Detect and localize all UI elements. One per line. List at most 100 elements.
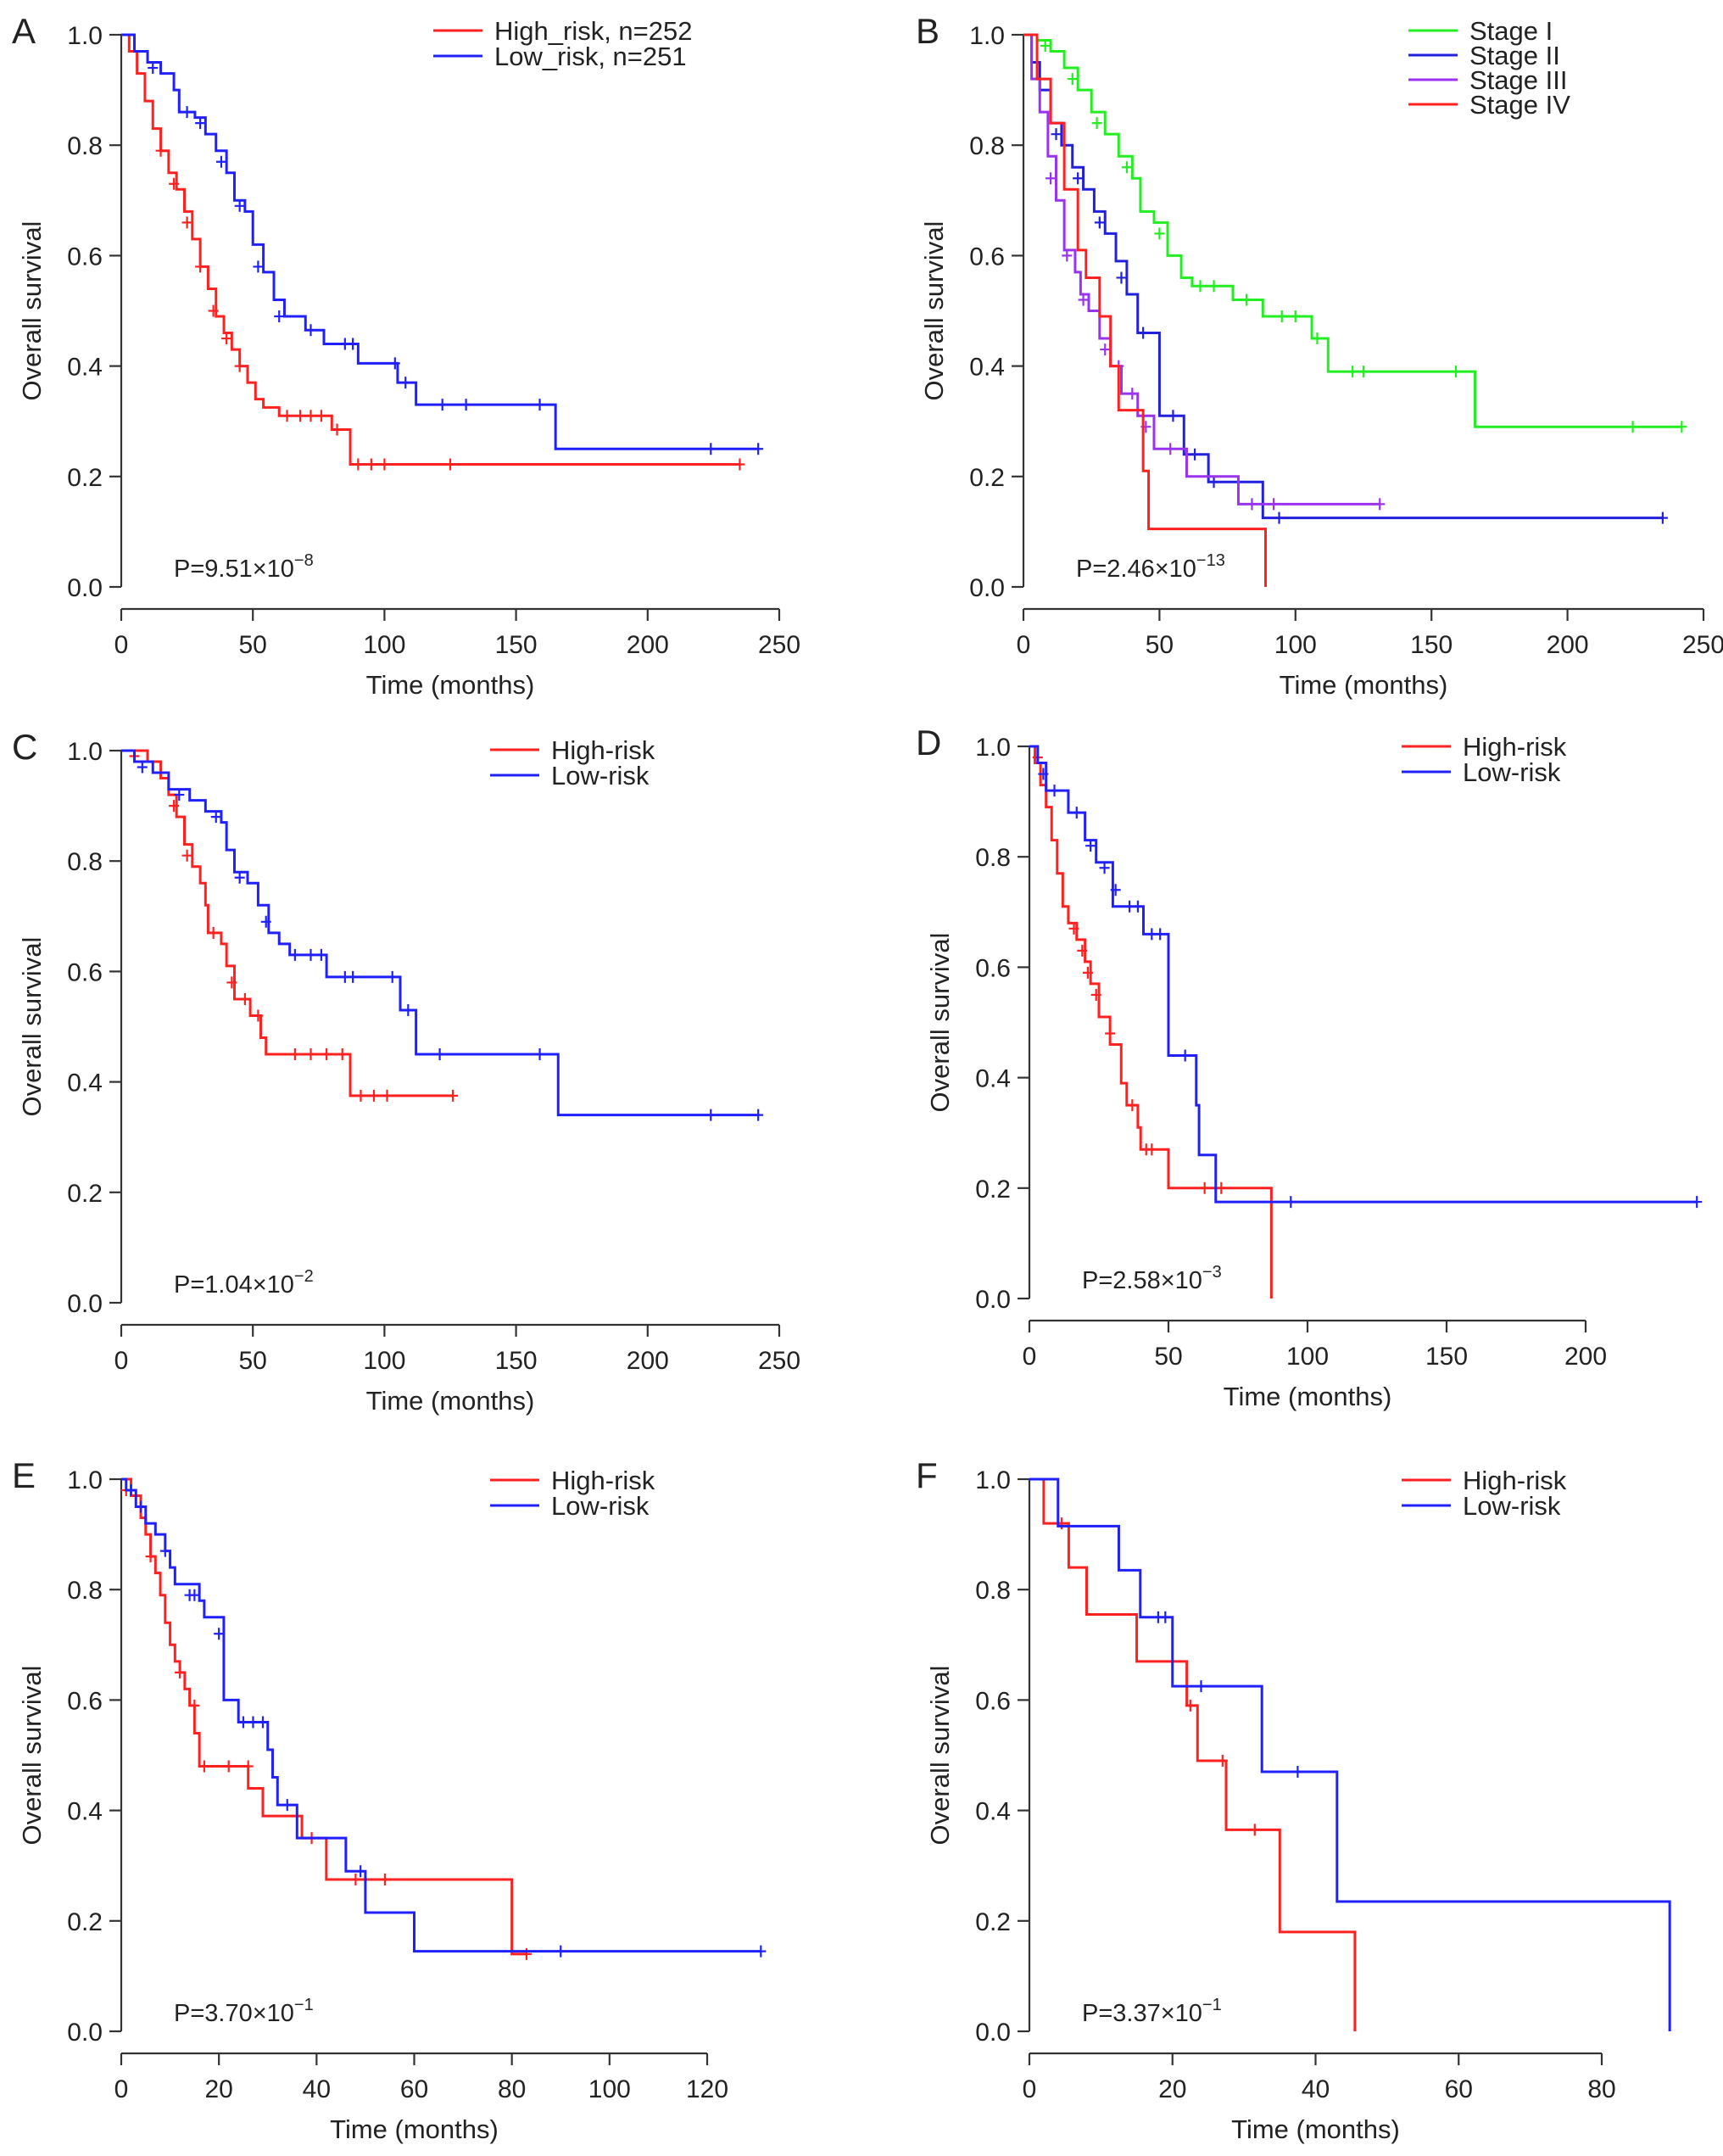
y-tick-label: 1.0 xyxy=(975,734,1011,762)
censor-mark xyxy=(1154,227,1165,240)
censor-mark xyxy=(734,458,745,471)
censor-mark xyxy=(1199,1181,1210,1194)
x-tick-label: 0 xyxy=(114,631,129,659)
x-axis-title: Time (months) xyxy=(330,2114,499,2144)
y-tick-label: 0.2 xyxy=(67,464,103,492)
legend-label: High-risk xyxy=(551,735,655,765)
y-tick-label: 0.2 xyxy=(975,1176,1011,1204)
censor-mark xyxy=(1049,785,1060,797)
x-tick-label: 40 xyxy=(1302,2075,1330,2103)
censor-mark xyxy=(1051,128,1062,141)
censor-mark xyxy=(239,992,250,1005)
legend-label: Stage III xyxy=(1469,65,1567,95)
censor-mark xyxy=(753,443,764,455)
censor-mark xyxy=(1071,807,1082,819)
censor-mark xyxy=(145,1550,156,1563)
x-tick-label: 50 xyxy=(239,631,267,659)
censor-mark xyxy=(534,399,545,411)
censor-mark xyxy=(1146,1143,1157,1156)
censor-mark xyxy=(1190,448,1201,461)
y-tick-label: 0.6 xyxy=(975,954,1011,982)
y-tick-label: 0.2 xyxy=(975,1908,1011,1936)
x-tick-label: 120 xyxy=(686,2075,728,2103)
y-axis-title: Overall survival xyxy=(919,221,949,401)
censor-mark xyxy=(1082,966,1093,979)
censor-mark xyxy=(159,1544,170,1557)
censor-mark xyxy=(382,1089,393,1102)
y-tick-label: 0.0 xyxy=(969,574,1005,602)
censor-mark xyxy=(1110,884,1121,896)
censor-mark xyxy=(1040,40,1051,53)
censor-mark xyxy=(1067,73,1078,86)
censor-mark xyxy=(1217,1755,1228,1768)
x-axis-title: Time (months) xyxy=(1280,670,1448,700)
x-tick-label: 100 xyxy=(363,631,405,659)
survival-curve-low-risk-n-251 xyxy=(121,33,759,450)
censor-mark xyxy=(1132,900,1143,913)
censor-mark xyxy=(195,260,206,273)
legend-label: Low-risk xyxy=(551,761,650,790)
panel-c: C 0.0 0.2 0.4 0.6 0.8 1.0 Overall survival 0 50 10… xyxy=(12,727,800,1416)
x-tick-label: 150 xyxy=(1425,1343,1468,1371)
censor-mark xyxy=(282,1799,293,1812)
y-axis-title: Overall survival xyxy=(17,937,47,1117)
x-tick-label: 60 xyxy=(400,2075,428,2103)
y-axis-title: Overall survival xyxy=(17,1666,47,1846)
y-tick-label: 0.8 xyxy=(975,1577,1011,1605)
censor-mark xyxy=(368,1089,379,1102)
y-tick-label: 0.6 xyxy=(975,1687,1011,1715)
y-tick-label: 0.2 xyxy=(67,1908,103,1936)
censor-mark xyxy=(1085,840,1096,852)
censor-mark xyxy=(181,849,192,862)
survival-curve-high-risk xyxy=(121,749,454,1098)
panel-letter: E xyxy=(12,1455,36,1495)
x-tick-label: 150 xyxy=(495,1347,538,1375)
censor-mark xyxy=(148,62,159,75)
y-tick-label: 1.0 xyxy=(969,22,1005,50)
censor-mark xyxy=(1292,1766,1303,1779)
y-tick-label: 1.0 xyxy=(67,738,103,766)
censor-mark xyxy=(1038,768,1049,780)
y-tick-label: 0.0 xyxy=(975,1286,1011,1314)
y-tick-label: 0.4 xyxy=(67,1070,103,1098)
legend-label: High-risk xyxy=(1463,1466,1567,1495)
censor-mark xyxy=(348,338,359,350)
y-tick-label: 0.6 xyxy=(969,243,1005,271)
censor-mark xyxy=(350,1873,361,1885)
x-tick-label: 100 xyxy=(363,1347,405,1375)
censor-mark xyxy=(1451,366,1462,378)
censor-mark xyxy=(1168,410,1179,422)
censor-mark xyxy=(348,970,359,983)
censor-mark xyxy=(174,789,185,802)
censor-mark xyxy=(753,1109,764,1121)
y-tick-label: 0.4 xyxy=(67,1798,103,1826)
x-axis-title: Time (months) xyxy=(366,670,535,700)
panel-letter: A xyxy=(12,11,36,51)
censor-mark xyxy=(1090,988,1101,1001)
x-tick-label: 100 xyxy=(588,2075,631,2103)
legend-label: Low-risk xyxy=(1463,757,1561,787)
censor-mark xyxy=(237,1716,248,1729)
y-tick-label: 0.0 xyxy=(67,2019,103,2047)
censor-mark xyxy=(195,117,206,130)
x-tick-label: 150 xyxy=(1410,631,1453,659)
censor-mark xyxy=(389,357,400,370)
censor-mark xyxy=(1138,327,1149,339)
censor-mark xyxy=(1269,498,1280,511)
censor-mark xyxy=(253,1009,264,1022)
p-value-label: P=1.04×10−2 xyxy=(174,1267,314,1299)
censor-mark xyxy=(1195,280,1206,293)
x-tick-label: 80 xyxy=(498,2075,526,2103)
censor-mark xyxy=(445,458,455,471)
survival-curve-low-risk xyxy=(1029,1477,1671,2031)
censor-mark xyxy=(181,106,192,119)
y-tick-label: 0.4 xyxy=(969,354,1005,382)
censor-mark xyxy=(208,304,219,317)
survival-curve-stage-iv xyxy=(1023,33,1268,587)
censor-mark xyxy=(1627,421,1638,433)
p-value-label: P=2.58×10−3 xyxy=(1082,1263,1222,1294)
censor-mark xyxy=(379,458,390,471)
censor-mark xyxy=(136,1500,147,1513)
